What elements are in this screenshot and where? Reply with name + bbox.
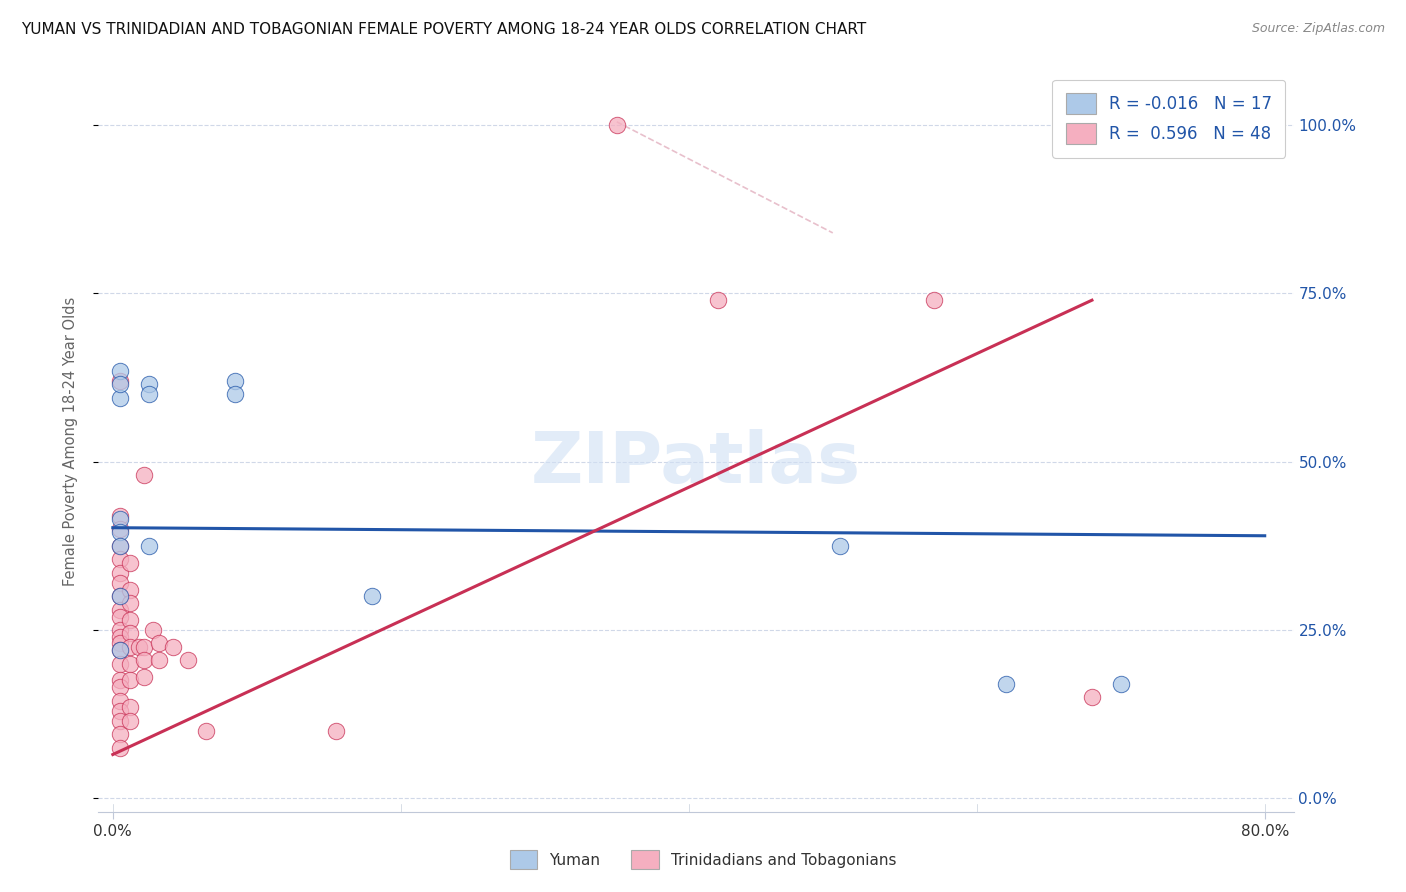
Point bbox=[148, 636, 170, 650]
Point bbox=[195, 723, 218, 738]
Point bbox=[108, 508, 131, 523]
Point bbox=[120, 657, 142, 671]
Point bbox=[120, 700, 142, 714]
Point bbox=[134, 670, 156, 684]
Point bbox=[108, 680, 131, 694]
Text: YUMAN VS TRINIDADIAN AND TOBAGONIAN FEMALE POVERTY AMONG 18-24 YEAR OLDS CORRELA: YUMAN VS TRINIDADIAN AND TOBAGONIAN FEMA… bbox=[21, 22, 866, 37]
Legend: R = -0.016   N = 17, R =  0.596   N = 48: R = -0.016 N = 17, R = 0.596 N = 48 bbox=[1052, 79, 1285, 158]
Point bbox=[108, 539, 131, 553]
Point bbox=[138, 377, 160, 392]
Point bbox=[108, 714, 131, 728]
Point bbox=[108, 673, 131, 688]
Point bbox=[128, 640, 150, 654]
Point bbox=[108, 512, 131, 526]
Point bbox=[120, 626, 142, 640]
Point bbox=[138, 539, 160, 553]
Point bbox=[108, 636, 131, 650]
Point bbox=[108, 694, 131, 708]
Text: Source: ZipAtlas.com: Source: ZipAtlas.com bbox=[1251, 22, 1385, 36]
Point bbox=[706, 293, 728, 308]
Point bbox=[108, 630, 131, 644]
Y-axis label: Female Poverty Among 18-24 Year Olds: Female Poverty Among 18-24 Year Olds bbox=[63, 297, 77, 586]
Point bbox=[108, 374, 131, 388]
Point bbox=[108, 590, 131, 604]
Point bbox=[108, 643, 131, 657]
Point bbox=[134, 468, 156, 483]
Point bbox=[224, 387, 246, 401]
Point bbox=[142, 623, 165, 637]
Point bbox=[108, 603, 131, 617]
Point bbox=[108, 525, 131, 540]
Point bbox=[224, 374, 246, 388]
Point bbox=[120, 596, 142, 610]
Point bbox=[108, 391, 131, 405]
Point bbox=[361, 590, 384, 604]
Point bbox=[108, 609, 131, 624]
Point bbox=[134, 653, 156, 667]
Point bbox=[138, 387, 160, 401]
Point bbox=[922, 293, 945, 308]
Point bbox=[120, 673, 142, 688]
Point bbox=[108, 740, 131, 755]
Point bbox=[994, 677, 1017, 691]
Point bbox=[108, 643, 131, 657]
Point bbox=[108, 364, 131, 378]
Point bbox=[176, 653, 198, 667]
Point bbox=[108, 377, 131, 392]
Text: ZIPatlas: ZIPatlas bbox=[531, 429, 860, 499]
Point bbox=[134, 640, 156, 654]
Point bbox=[108, 623, 131, 637]
Point bbox=[108, 566, 131, 580]
Point bbox=[1109, 677, 1132, 691]
Point bbox=[108, 575, 131, 590]
Point bbox=[108, 704, 131, 718]
Point bbox=[828, 539, 851, 553]
Point bbox=[120, 714, 142, 728]
Point bbox=[108, 522, 131, 536]
Point bbox=[120, 640, 142, 654]
Point bbox=[120, 582, 142, 597]
Legend: Yuman, Trinidadians and Tobagonians: Yuman, Trinidadians and Tobagonians bbox=[503, 844, 903, 875]
Point bbox=[1081, 690, 1104, 705]
Point bbox=[108, 539, 131, 553]
Point bbox=[108, 727, 131, 741]
Point bbox=[606, 118, 628, 132]
Point bbox=[120, 556, 142, 570]
Point bbox=[120, 613, 142, 627]
Point bbox=[148, 653, 170, 667]
Point bbox=[108, 657, 131, 671]
Point bbox=[108, 552, 131, 566]
Point bbox=[325, 723, 347, 738]
Point bbox=[108, 590, 131, 604]
Point bbox=[162, 640, 184, 654]
